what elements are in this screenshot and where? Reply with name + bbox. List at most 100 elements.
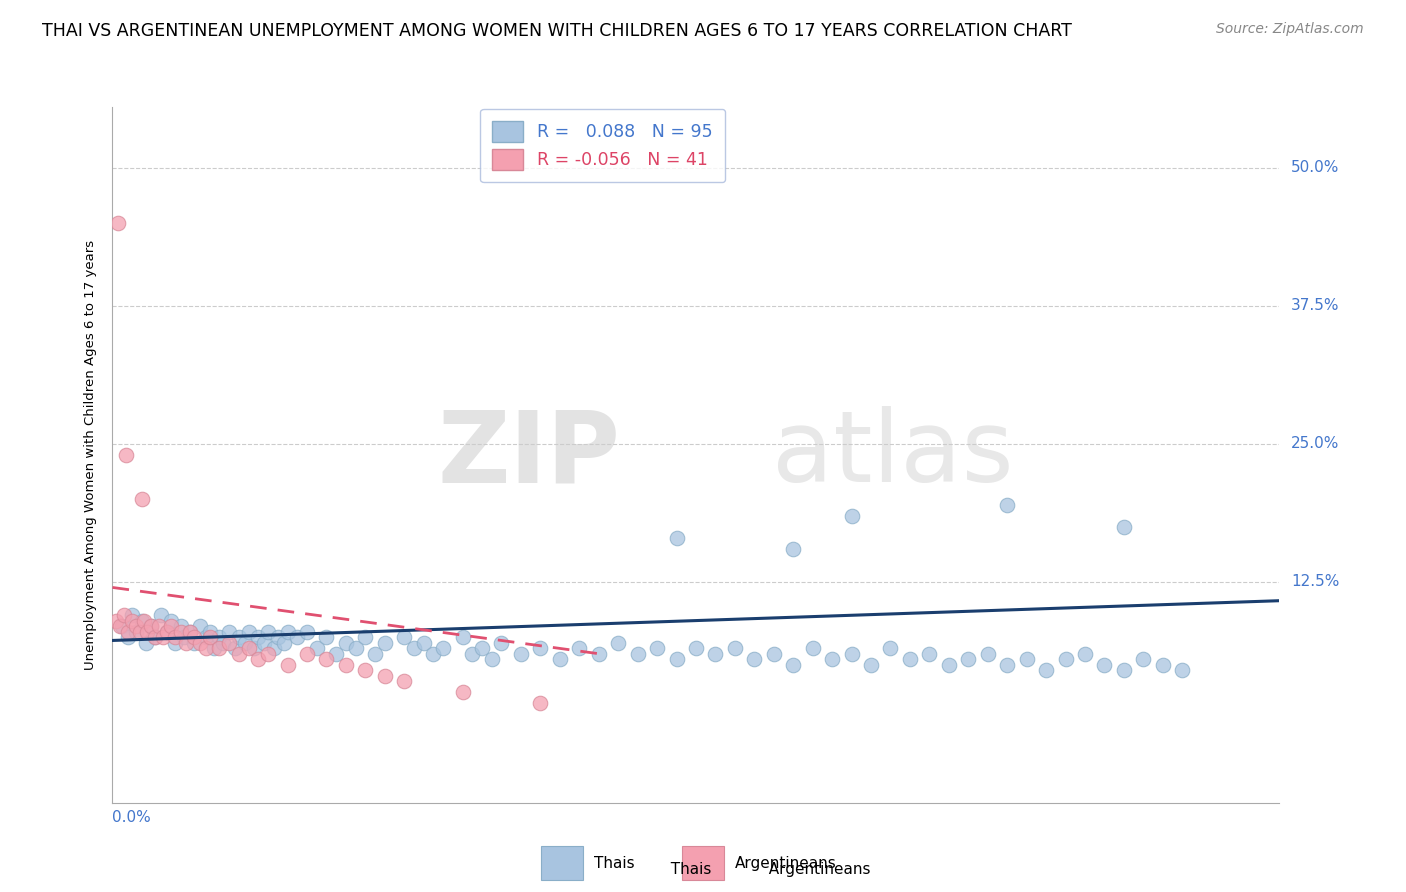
Point: [243, 641, 266, 656]
Point: [131, 614, 153, 628]
Point: [392, 674, 416, 689]
Point: [742, 652, 765, 666]
Point: [132, 614, 155, 628]
Point: [481, 652, 503, 666]
Point: [208, 641, 231, 656]
FancyBboxPatch shape: [682, 846, 724, 880]
Point: [432, 641, 454, 656]
Point: [115, 448, 138, 462]
Point: [285, 630, 308, 644]
Text: 12.5%: 12.5%: [1291, 574, 1340, 590]
Point: [1015, 652, 1038, 666]
Point: [143, 630, 166, 644]
Point: [995, 498, 1018, 512]
Point: [253, 635, 276, 649]
Point: [136, 624, 159, 639]
Point: [183, 630, 205, 644]
Point: [228, 647, 250, 661]
Point: [156, 624, 179, 639]
Point: [273, 635, 295, 649]
Text: Thais: Thais: [593, 855, 634, 871]
Point: [665, 652, 688, 666]
Point: [194, 630, 217, 644]
Point: [374, 669, 396, 683]
Point: [1054, 652, 1077, 666]
Point: [724, 641, 747, 656]
Point: [305, 641, 328, 656]
Point: [354, 663, 377, 677]
Point: [141, 619, 163, 633]
Point: [179, 624, 201, 639]
Point: [143, 630, 166, 644]
Point: [335, 635, 357, 649]
Point: [194, 641, 217, 656]
Point: [451, 630, 474, 644]
Point: [645, 641, 668, 656]
Point: [224, 641, 246, 656]
Point: [233, 635, 256, 649]
Point: [354, 630, 377, 644]
Point: [529, 641, 551, 656]
Point: [529, 697, 551, 711]
Point: [607, 635, 630, 649]
Point: [1112, 519, 1135, 533]
Point: [841, 508, 863, 523]
Point: [325, 647, 347, 661]
Point: [1074, 647, 1097, 661]
Point: [782, 541, 804, 556]
Point: [898, 652, 921, 666]
Legend: R =   0.088   N = 95, R = -0.056   N = 41: R = 0.088 N = 95, R = -0.056 N = 41: [479, 109, 725, 182]
Point: [392, 630, 416, 644]
Point: [176, 635, 198, 649]
Point: [173, 630, 195, 644]
Point: [412, 635, 434, 649]
Point: [841, 647, 863, 661]
Point: [169, 619, 191, 633]
Point: [228, 630, 250, 644]
Point: [111, 619, 134, 633]
Point: [112, 608, 135, 623]
Text: 25.0%: 25.0%: [1291, 436, 1340, 451]
Point: [568, 641, 591, 656]
Text: atlas: atlas: [772, 407, 1014, 503]
Point: [188, 619, 211, 633]
Point: [121, 614, 143, 628]
Point: [315, 652, 337, 666]
Point: [859, 657, 883, 672]
Text: 50.0%: 50.0%: [1291, 161, 1340, 176]
Point: [163, 635, 186, 649]
Point: [422, 647, 444, 661]
Point: [202, 641, 225, 656]
Point: [150, 608, 173, 623]
Point: [335, 657, 357, 672]
Point: [918, 647, 941, 661]
Point: [665, 531, 688, 545]
Point: [276, 657, 298, 672]
Point: [218, 635, 240, 649]
FancyBboxPatch shape: [541, 846, 583, 880]
Point: [402, 641, 425, 656]
Point: [374, 635, 396, 649]
Point: [879, 641, 901, 656]
Point: [179, 624, 201, 639]
Text: Thais: Thais: [661, 863, 711, 877]
Text: THAI VS ARGENTINEAN UNEMPLOYMENT AMONG WOMEN WITH CHILDREN AGES 6 TO 17 YEARS CO: THAI VS ARGENTINEAN UNEMPLOYMENT AMONG W…: [42, 22, 1071, 40]
Point: [627, 647, 650, 661]
Point: [148, 619, 170, 633]
Point: [995, 657, 1018, 672]
Point: [976, 647, 998, 661]
Point: [208, 630, 231, 644]
Point: [263, 641, 285, 656]
Text: ZIP: ZIP: [437, 407, 620, 503]
Point: [821, 652, 844, 666]
Point: [685, 641, 707, 656]
Point: [461, 647, 484, 661]
Point: [1132, 652, 1154, 666]
Point: [128, 624, 150, 639]
Point: [257, 647, 280, 661]
Text: Source: ZipAtlas.com: Source: ZipAtlas.com: [1216, 22, 1364, 37]
Point: [117, 630, 139, 644]
Point: [247, 652, 270, 666]
Point: [183, 635, 205, 649]
Point: [471, 641, 494, 656]
